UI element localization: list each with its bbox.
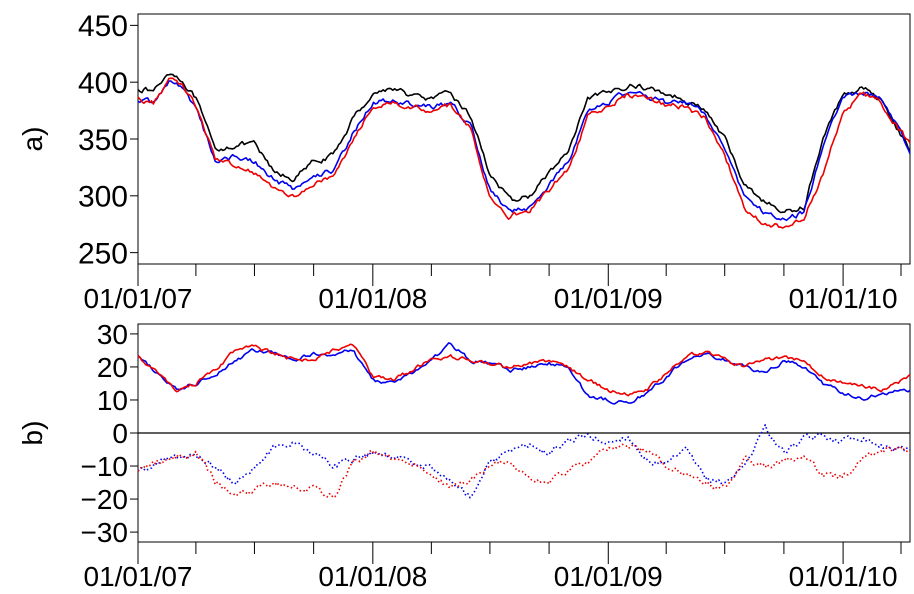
y-tick-label: 30 [97,319,128,350]
x-tick-label: 01/01/07 [84,283,193,314]
panel-a-frame [137,13,911,265]
x-tick-label: 01/01/09 [554,561,663,592]
panel-b-series [137,342,911,499]
x-tick-label: 01/01/09 [554,283,663,314]
x-tick-label: 01/01/10 [789,561,898,592]
y-tick-label: 250 [78,237,128,270]
panel-a-x-axis: 01/01/07 01/01/08 01/01/09 01/01/10 [84,264,902,314]
x-tick-label: 01/01/10 [789,283,898,314]
panel-b-x-axis: 01/01/07 01/01/08 01/01/09 01/01/10 [84,542,902,592]
y-tick-label: −20 [81,484,129,515]
series-line-1 [137,80,911,222]
series-line-0 [137,73,911,214]
x-tick-label: 01/01/08 [318,283,427,314]
y-tick-label: −30 [81,517,129,548]
y-tick-label: 20 [97,352,128,383]
series-line-2 [137,77,911,229]
y-tick-label: 350 [78,124,128,157]
panel-a-label: a) [17,127,48,152]
y-tick-label: 300 [78,181,128,214]
y-tick-label: 400 [78,67,128,100]
x-tick-label: 01/01/07 [84,561,193,592]
series-line-0 [137,342,911,405]
y-tick-label: 10 [97,385,128,416]
series-line-2 [137,423,911,499]
panel-a-series [137,73,911,229]
x-tick-label: 01/01/08 [318,561,427,592]
y-tick-label: 450 [78,10,128,43]
series-line-3 [137,443,911,499]
y-tick-label: −10 [81,451,129,482]
panel-a-y-axis: 250 300 350 400 450 [78,10,138,270]
series-line-1 [137,343,911,397]
y-tick-label: 0 [112,418,128,449]
panel-b-label: b) [17,421,48,446]
